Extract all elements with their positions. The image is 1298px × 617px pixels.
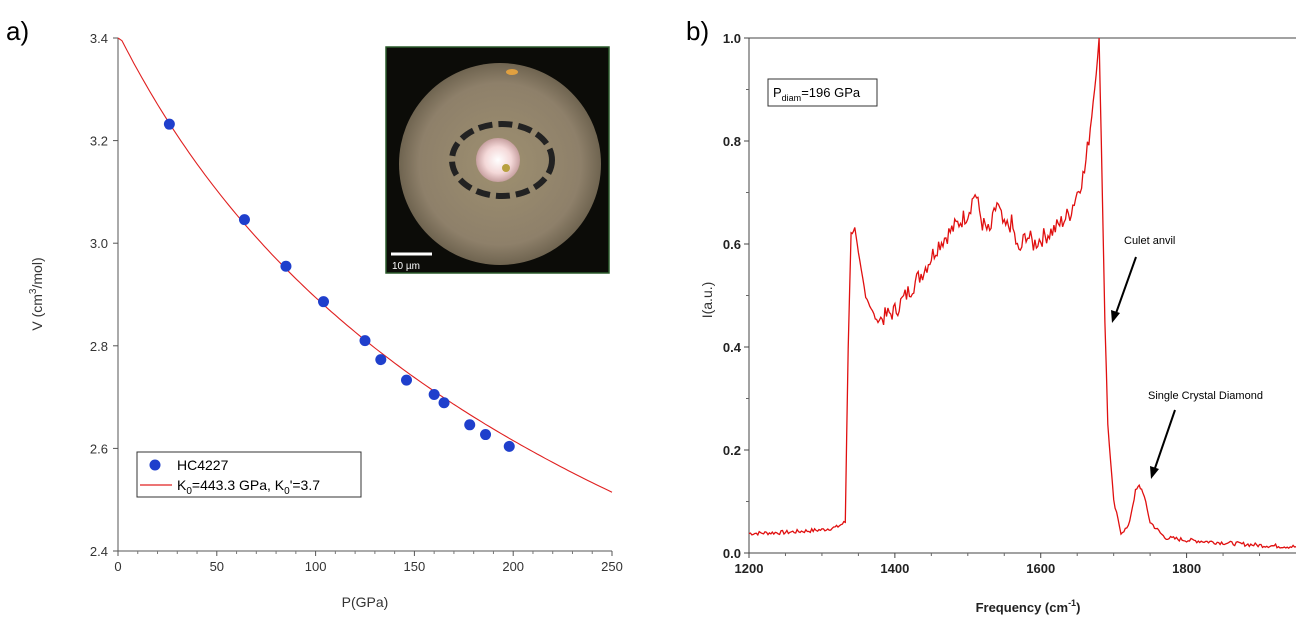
legend-a: HC4227 K0=443.3 GPa, K0'=3.7 <box>136 451 362 498</box>
x-axis-label-b: Frequency (cm-1) <box>976 598 1081 615</box>
sample-dot <box>502 164 510 172</box>
y-axis-label-a: V (cm3/mol) <box>28 257 45 330</box>
panel-a-label: a) <box>6 16 29 46</box>
y-axis-label-b: I(a.u.) <box>699 282 715 319</box>
panel-b-label: b) <box>686 16 709 46</box>
x-tick-label-b: 1400 <box>880 561 909 576</box>
x-tick-label-a: 50 <box>210 559 224 574</box>
data-point <box>359 335 371 347</box>
arrowhead-culet <box>1111 310 1120 323</box>
y-tick-label-a: 3.2 <box>90 134 108 149</box>
chart-a: 0 50 100 150 200 250 2.4 2.6 2.8 3.0 3.2 3.4 P(GPa)… <box>28 31 623 610</box>
arrow-culet <box>1114 256 1137 317</box>
annotation-culet: Culet anvil <box>1124 235 1175 247</box>
y-tick-label-b: 0.4 <box>723 340 742 355</box>
data-point <box>400 374 412 386</box>
legend-box <box>136 451 362 498</box>
legend-marker-points <box>149 459 161 471</box>
data-point <box>428 389 440 401</box>
x-tick-label-a: 100 <box>305 559 327 574</box>
y-tick-label-b: 1.0 <box>723 31 741 46</box>
legend-label-fit: K0=443.3 GPa, K0'=3.7 <box>177 477 320 497</box>
y-tick-label-a: 2.4 <box>90 544 108 559</box>
y-tick-label-a: 3.0 <box>90 236 108 251</box>
x-axis-label-a: P(GPa) <box>342 594 389 610</box>
arrowhead-diamond <box>1150 466 1159 479</box>
x-tick-label-b: 1600 <box>1026 561 1055 576</box>
data-point <box>280 260 292 272</box>
x-tick-label-b: 1200 <box>735 561 764 576</box>
sample-spot <box>476 138 520 182</box>
pressure-box <box>767 78 878 107</box>
pressure-label: Pdiam=196 GPa <box>773 85 861 103</box>
x-tick-label-b: 1800 <box>1172 561 1201 576</box>
data-point <box>503 440 515 452</box>
legend-label-points: HC4227 <box>177 457 229 473</box>
data-point <box>318 296 330 308</box>
y-tick-label-b: 0.2 <box>723 443 741 458</box>
y-tick-label-a: 2.6 <box>90 441 108 456</box>
x-tick-label-a: 200 <box>502 559 524 574</box>
y-tick-label-b: 0.0 <box>723 546 741 561</box>
data-point <box>375 354 387 366</box>
flare-spot <box>506 69 518 75</box>
x-tick-label-a: 150 <box>404 559 426 574</box>
data-point <box>238 214 250 226</box>
scale-bar-label: 10 µm <box>392 261 420 272</box>
data-point <box>438 397 450 409</box>
data-point <box>480 429 492 441</box>
x-tick-label-a: 250 <box>601 559 623 574</box>
data-point <box>163 118 175 130</box>
arrow-diamond <box>1153 409 1176 472</box>
raman-spectrum-line <box>748 37 1297 550</box>
chart-b: 1200 1400 1600 1800 0.0 0.2 0.4 0.6 0.8 1.0 Frequ… <box>699 31 1297 615</box>
data-point <box>464 419 476 431</box>
annotation-diamond: Single Crystal Diamond <box>1148 390 1263 402</box>
x-tick-label-a: 0 <box>114 559 121 574</box>
y-tick-label-b: 0.8 <box>723 134 741 149</box>
y-tick-label-a: 3.4 <box>90 31 108 46</box>
sample-chamber-edge <box>449 121 555 199</box>
y-tick-label-b: 0.6 <box>723 237 741 252</box>
y-tick-label-a: 2.8 <box>90 339 108 354</box>
inset-micrograph: 10 µm <box>385 46 610 274</box>
